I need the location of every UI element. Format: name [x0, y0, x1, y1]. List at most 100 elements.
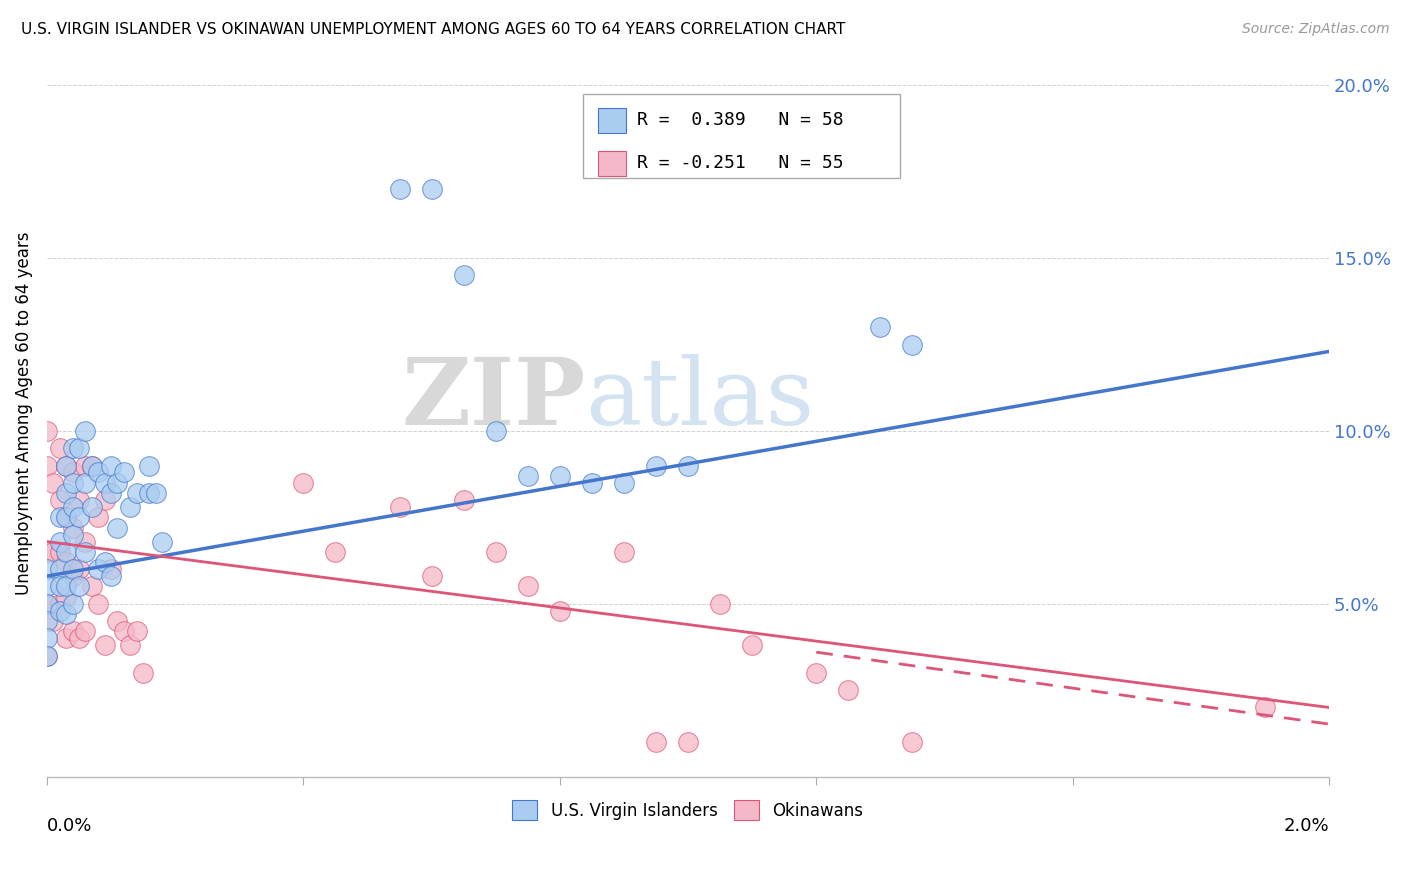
Point: [325, 545, 347, 559]
Point: [42, 475, 65, 490]
Point: [35, 648, 58, 663]
Point: [145, 486, 167, 500]
Point: [676, 735, 699, 749]
Point: [75, 458, 97, 473]
Text: ZIP: ZIP: [401, 354, 585, 444]
Point: [35, 597, 58, 611]
Point: [48, 597, 70, 611]
Point: [107, 475, 129, 490]
Point: [107, 521, 129, 535]
Point: [87, 562, 110, 576]
Point: [837, 683, 859, 698]
Point: [35, 614, 58, 628]
Point: [48, 493, 70, 508]
Point: [62, 441, 84, 455]
Point: [420, 569, 443, 583]
Point: [806, 665, 828, 680]
Point: [62, 624, 84, 639]
Point: [132, 665, 155, 680]
Point: [388, 500, 411, 514]
Point: [67, 510, 90, 524]
Point: [48, 441, 70, 455]
Point: [93, 493, 115, 508]
Point: [388, 182, 411, 196]
Point: [67, 493, 90, 508]
Point: [42, 545, 65, 559]
Point: [581, 475, 603, 490]
Point: [55, 632, 77, 646]
Point: [67, 632, 90, 646]
Point: [67, 441, 90, 455]
Text: 2.0%: 2.0%: [1284, 816, 1329, 835]
Legend: U.S. Virgin Islanders, Okinawans: U.S. Virgin Islanders, Okinawans: [506, 794, 870, 826]
Point: [150, 534, 173, 549]
Point: [100, 569, 122, 583]
Point: [485, 424, 508, 438]
Point: [35, 424, 58, 438]
Point: [1254, 700, 1277, 714]
Point: [138, 458, 160, 473]
Point: [709, 597, 731, 611]
Point: [292, 475, 315, 490]
Point: [901, 735, 924, 749]
Point: [35, 597, 58, 611]
Point: [62, 597, 84, 611]
Point: [93, 638, 115, 652]
Point: [80, 500, 103, 514]
Point: [453, 493, 475, 508]
Point: [901, 337, 924, 351]
Point: [75, 534, 97, 549]
Point: [80, 458, 103, 473]
Point: [35, 458, 58, 473]
Point: [87, 597, 110, 611]
Point: [80, 580, 103, 594]
Point: [645, 735, 668, 749]
Point: [485, 545, 508, 559]
Point: [516, 468, 538, 483]
Point: [107, 614, 129, 628]
Point: [55, 486, 77, 500]
Point: [48, 545, 70, 559]
Point: [516, 580, 538, 594]
Y-axis label: Unemployment Among Ages 60 to 64 years: Unemployment Among Ages 60 to 64 years: [15, 232, 32, 595]
Point: [125, 486, 148, 500]
Point: [453, 268, 475, 283]
Point: [62, 562, 84, 576]
Point: [100, 458, 122, 473]
Point: [100, 562, 122, 576]
Point: [55, 555, 77, 569]
Point: [75, 424, 97, 438]
Point: [80, 458, 103, 473]
Point: [35, 632, 58, 646]
Point: [48, 562, 70, 576]
Point: [67, 562, 90, 576]
Text: R = -0.251   N = 55: R = -0.251 N = 55: [637, 154, 844, 172]
Point: [420, 182, 443, 196]
Point: [55, 510, 77, 524]
Point: [48, 604, 70, 618]
Point: [55, 545, 77, 559]
Point: [48, 510, 70, 524]
Point: [869, 320, 891, 334]
Point: [548, 604, 571, 618]
Point: [613, 545, 636, 559]
Point: [75, 545, 97, 559]
Point: [75, 475, 97, 490]
Point: [93, 555, 115, 569]
Point: [741, 638, 763, 652]
Point: [112, 466, 135, 480]
Point: [613, 475, 636, 490]
Point: [35, 562, 58, 576]
Point: [100, 486, 122, 500]
Point: [55, 580, 77, 594]
Point: [62, 527, 84, 541]
Point: [55, 510, 77, 524]
Point: [48, 580, 70, 594]
Point: [48, 534, 70, 549]
Point: [35, 545, 58, 559]
Point: [138, 486, 160, 500]
Text: 0.0%: 0.0%: [46, 816, 93, 835]
Point: [62, 466, 84, 480]
Point: [55, 458, 77, 473]
Point: [62, 500, 84, 514]
